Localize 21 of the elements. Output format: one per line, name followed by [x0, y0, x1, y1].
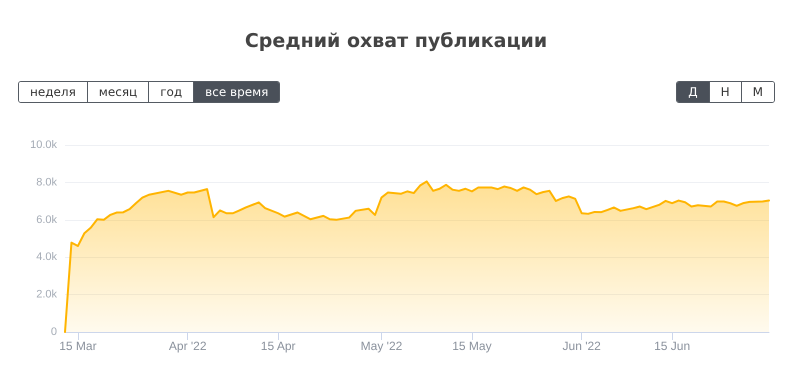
y-tick-label: 2.0k	[36, 288, 58, 301]
x-tick-label: 15 Jun	[654, 339, 690, 353]
x-tick-label: May '22	[360, 339, 403, 353]
text: Д	[677, 82, 709, 102]
y-tick-label: 4.0k	[36, 251, 58, 264]
text: все время	[193, 82, 280, 102]
x-tick-label: 15 May	[452, 339, 492, 353]
y-tick-label: 0	[50, 326, 57, 338]
x-tick-label: 15 Apr	[260, 339, 296, 353]
text: месяц	[86, 82, 148, 102]
y-tick-label: 10.0k	[30, 139, 58, 151]
y-tick-label: 8.0k	[36, 176, 58, 188]
text: М	[740, 82, 774, 102]
text: Н	[708, 82, 741, 102]
x-tick-label: Apr '22	[168, 339, 207, 353]
text: год	[148, 82, 194, 102]
x-tick-label: 15 Mar	[59, 339, 97, 353]
chart-title: Средний охват публикации	[244, 30, 548, 52]
x-tick-label: Jun '22	[562, 339, 602, 353]
y-tick-label: 6.0k	[36, 214, 58, 226]
text: неделя	[19, 82, 87, 102]
